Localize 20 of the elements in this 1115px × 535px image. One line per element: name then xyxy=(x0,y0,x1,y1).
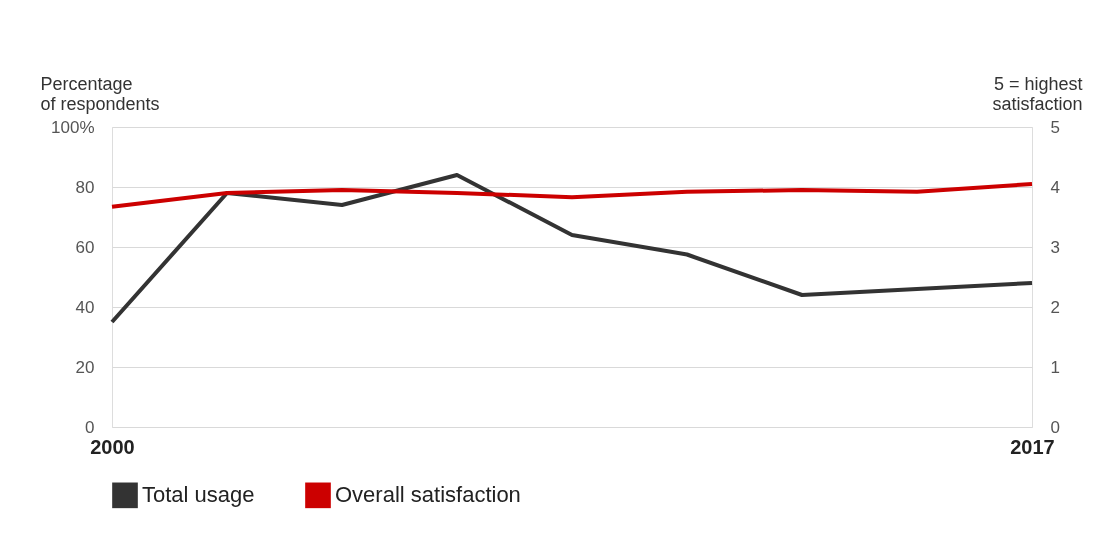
y-tick-label: 0 xyxy=(85,417,95,437)
y-tick-label: 40 xyxy=(75,297,95,317)
y-tick-label: 60 xyxy=(75,237,95,257)
y2-tick-label: 0 xyxy=(1050,417,1060,437)
legend-label: Overall satisfaction xyxy=(335,482,521,508)
y2-axis-title: 5 = highest satisfaction xyxy=(992,73,1083,114)
y-tick-label: 100% xyxy=(51,117,95,137)
y2-tick-label: 4 xyxy=(1050,177,1060,197)
y-tick-label: 20 xyxy=(75,357,95,377)
y2-tick-label: 5 xyxy=(1050,117,1060,137)
y2-tick-label: 1 xyxy=(1050,357,1060,377)
x-tick-label: 2017 xyxy=(1010,435,1055,458)
line-series xyxy=(110,173,1034,324)
y-axis-title: Percentage of respondents xyxy=(40,73,160,114)
legend-label: Total usage xyxy=(142,482,255,508)
y-tick-label: 80 xyxy=(75,177,95,197)
y2-tick-label: 2 xyxy=(1050,297,1060,317)
line-series xyxy=(110,182,1034,209)
x-tick-label: 2000 xyxy=(90,435,135,458)
y2-tick-label: 3 xyxy=(1050,237,1060,257)
